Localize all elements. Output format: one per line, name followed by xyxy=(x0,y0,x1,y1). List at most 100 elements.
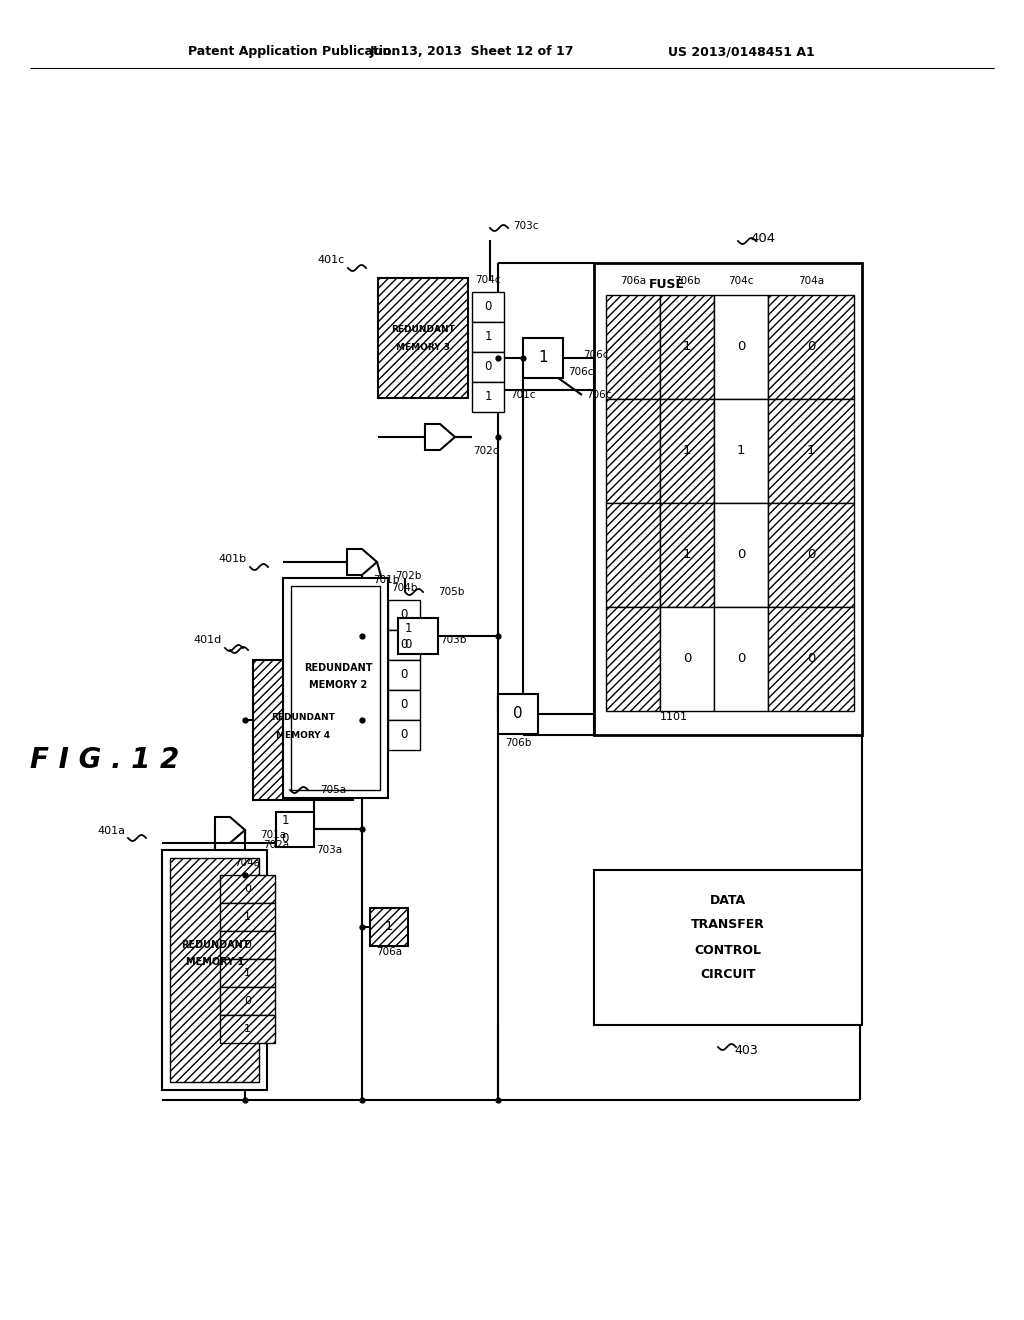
Text: 0: 0 xyxy=(484,360,492,374)
Text: 1: 1 xyxy=(484,330,492,343)
Text: DATA: DATA xyxy=(710,894,746,907)
Text: 702a: 702a xyxy=(263,840,289,850)
Text: 0: 0 xyxy=(244,940,251,950)
Text: 701c: 701c xyxy=(510,389,536,400)
Bar xyxy=(606,607,660,711)
Text: 704a: 704a xyxy=(798,276,824,286)
Bar xyxy=(768,503,854,607)
Text: 0: 0 xyxy=(807,652,815,665)
Bar xyxy=(660,607,714,711)
Bar xyxy=(714,503,768,607)
Text: 401c: 401c xyxy=(317,255,345,265)
Text: MEMORY 4: MEMORY 4 xyxy=(275,730,330,739)
Bar xyxy=(378,279,468,399)
Text: 0: 0 xyxy=(244,884,251,894)
Bar xyxy=(472,352,504,381)
Bar xyxy=(606,294,660,399)
Text: 404: 404 xyxy=(751,231,775,244)
Text: 0: 0 xyxy=(737,341,745,354)
Text: 702b: 702b xyxy=(395,572,421,581)
Text: 706c: 706c xyxy=(568,367,594,378)
Bar xyxy=(388,660,420,690)
Text: US 2013/0148451 A1: US 2013/0148451 A1 xyxy=(668,45,815,58)
Bar xyxy=(388,690,420,719)
Bar xyxy=(660,294,714,399)
Text: 1: 1 xyxy=(404,622,412,635)
Text: 0: 0 xyxy=(400,609,408,622)
Text: 1: 1 xyxy=(807,445,815,458)
Bar xyxy=(523,338,563,378)
Text: 0: 0 xyxy=(244,997,251,1006)
Text: 701a: 701a xyxy=(260,830,286,840)
Bar xyxy=(220,1015,275,1043)
Text: 1: 1 xyxy=(385,920,393,933)
Text: 0: 0 xyxy=(400,668,408,681)
Text: 706c: 706c xyxy=(583,350,608,360)
Text: 706b: 706b xyxy=(505,738,531,748)
Bar xyxy=(170,858,259,1082)
Text: REDUNDANT: REDUNDANT xyxy=(304,663,373,673)
Text: 0: 0 xyxy=(484,301,492,314)
Text: 706a: 706a xyxy=(620,276,646,286)
Bar xyxy=(768,399,854,503)
Text: 1101: 1101 xyxy=(660,711,688,722)
Text: 706b: 706b xyxy=(674,276,700,286)
Text: REDUNDANT: REDUNDANT xyxy=(181,940,249,950)
Text: MEMORY 2: MEMORY 2 xyxy=(309,680,368,690)
PathPatch shape xyxy=(425,424,455,450)
Text: 704a: 704a xyxy=(234,858,260,869)
Text: 0: 0 xyxy=(282,832,289,845)
Text: 705a: 705a xyxy=(319,785,346,795)
Text: 1: 1 xyxy=(244,1024,251,1034)
Text: REDUNDANT: REDUNDANT xyxy=(391,326,455,334)
Text: FUSE: FUSE xyxy=(649,279,685,292)
Text: TRANSFER: TRANSFER xyxy=(691,919,765,932)
Text: 1: 1 xyxy=(244,968,251,978)
Text: 703c: 703c xyxy=(513,220,539,231)
PathPatch shape xyxy=(215,817,245,843)
Text: 0: 0 xyxy=(400,639,408,652)
Text: CIRCUIT: CIRCUIT xyxy=(700,969,756,982)
Bar xyxy=(606,399,660,503)
Text: 0: 0 xyxy=(807,549,815,561)
Bar xyxy=(220,987,275,1015)
Text: 401b: 401b xyxy=(219,554,247,564)
Text: 0: 0 xyxy=(400,698,408,711)
Bar xyxy=(660,503,714,607)
Bar xyxy=(276,812,314,847)
Text: 703a: 703a xyxy=(316,845,342,855)
Text: CONTROL: CONTROL xyxy=(694,944,762,957)
Text: 703b: 703b xyxy=(440,635,466,645)
Bar xyxy=(388,601,420,630)
Text: 706a: 706a xyxy=(376,946,402,957)
Bar xyxy=(220,903,275,931)
Bar xyxy=(594,870,862,1026)
Text: 704c: 704c xyxy=(728,276,754,286)
Bar xyxy=(498,694,538,734)
Text: 1: 1 xyxy=(484,391,492,404)
Bar xyxy=(472,381,504,412)
Text: 1: 1 xyxy=(736,445,745,458)
Text: 0: 0 xyxy=(400,729,408,742)
Bar xyxy=(714,399,768,503)
Text: 1: 1 xyxy=(539,351,548,366)
Bar xyxy=(768,607,854,711)
Text: 0: 0 xyxy=(683,652,691,665)
Text: 401d: 401d xyxy=(194,635,222,645)
Text: 403: 403 xyxy=(734,1044,758,1056)
Bar xyxy=(388,719,420,750)
Text: 0: 0 xyxy=(807,341,815,354)
Bar xyxy=(220,875,275,903)
Text: 705b: 705b xyxy=(438,587,464,597)
Text: 1: 1 xyxy=(683,341,691,354)
Bar xyxy=(162,850,267,1090)
Bar xyxy=(714,607,768,711)
Bar xyxy=(660,399,714,503)
Text: 702c: 702c xyxy=(473,446,499,455)
Text: 1: 1 xyxy=(683,445,691,458)
Text: 1: 1 xyxy=(282,813,289,826)
Bar xyxy=(370,908,408,946)
Text: 706c: 706c xyxy=(586,389,611,400)
PathPatch shape xyxy=(347,549,377,576)
Text: 0: 0 xyxy=(404,639,412,652)
